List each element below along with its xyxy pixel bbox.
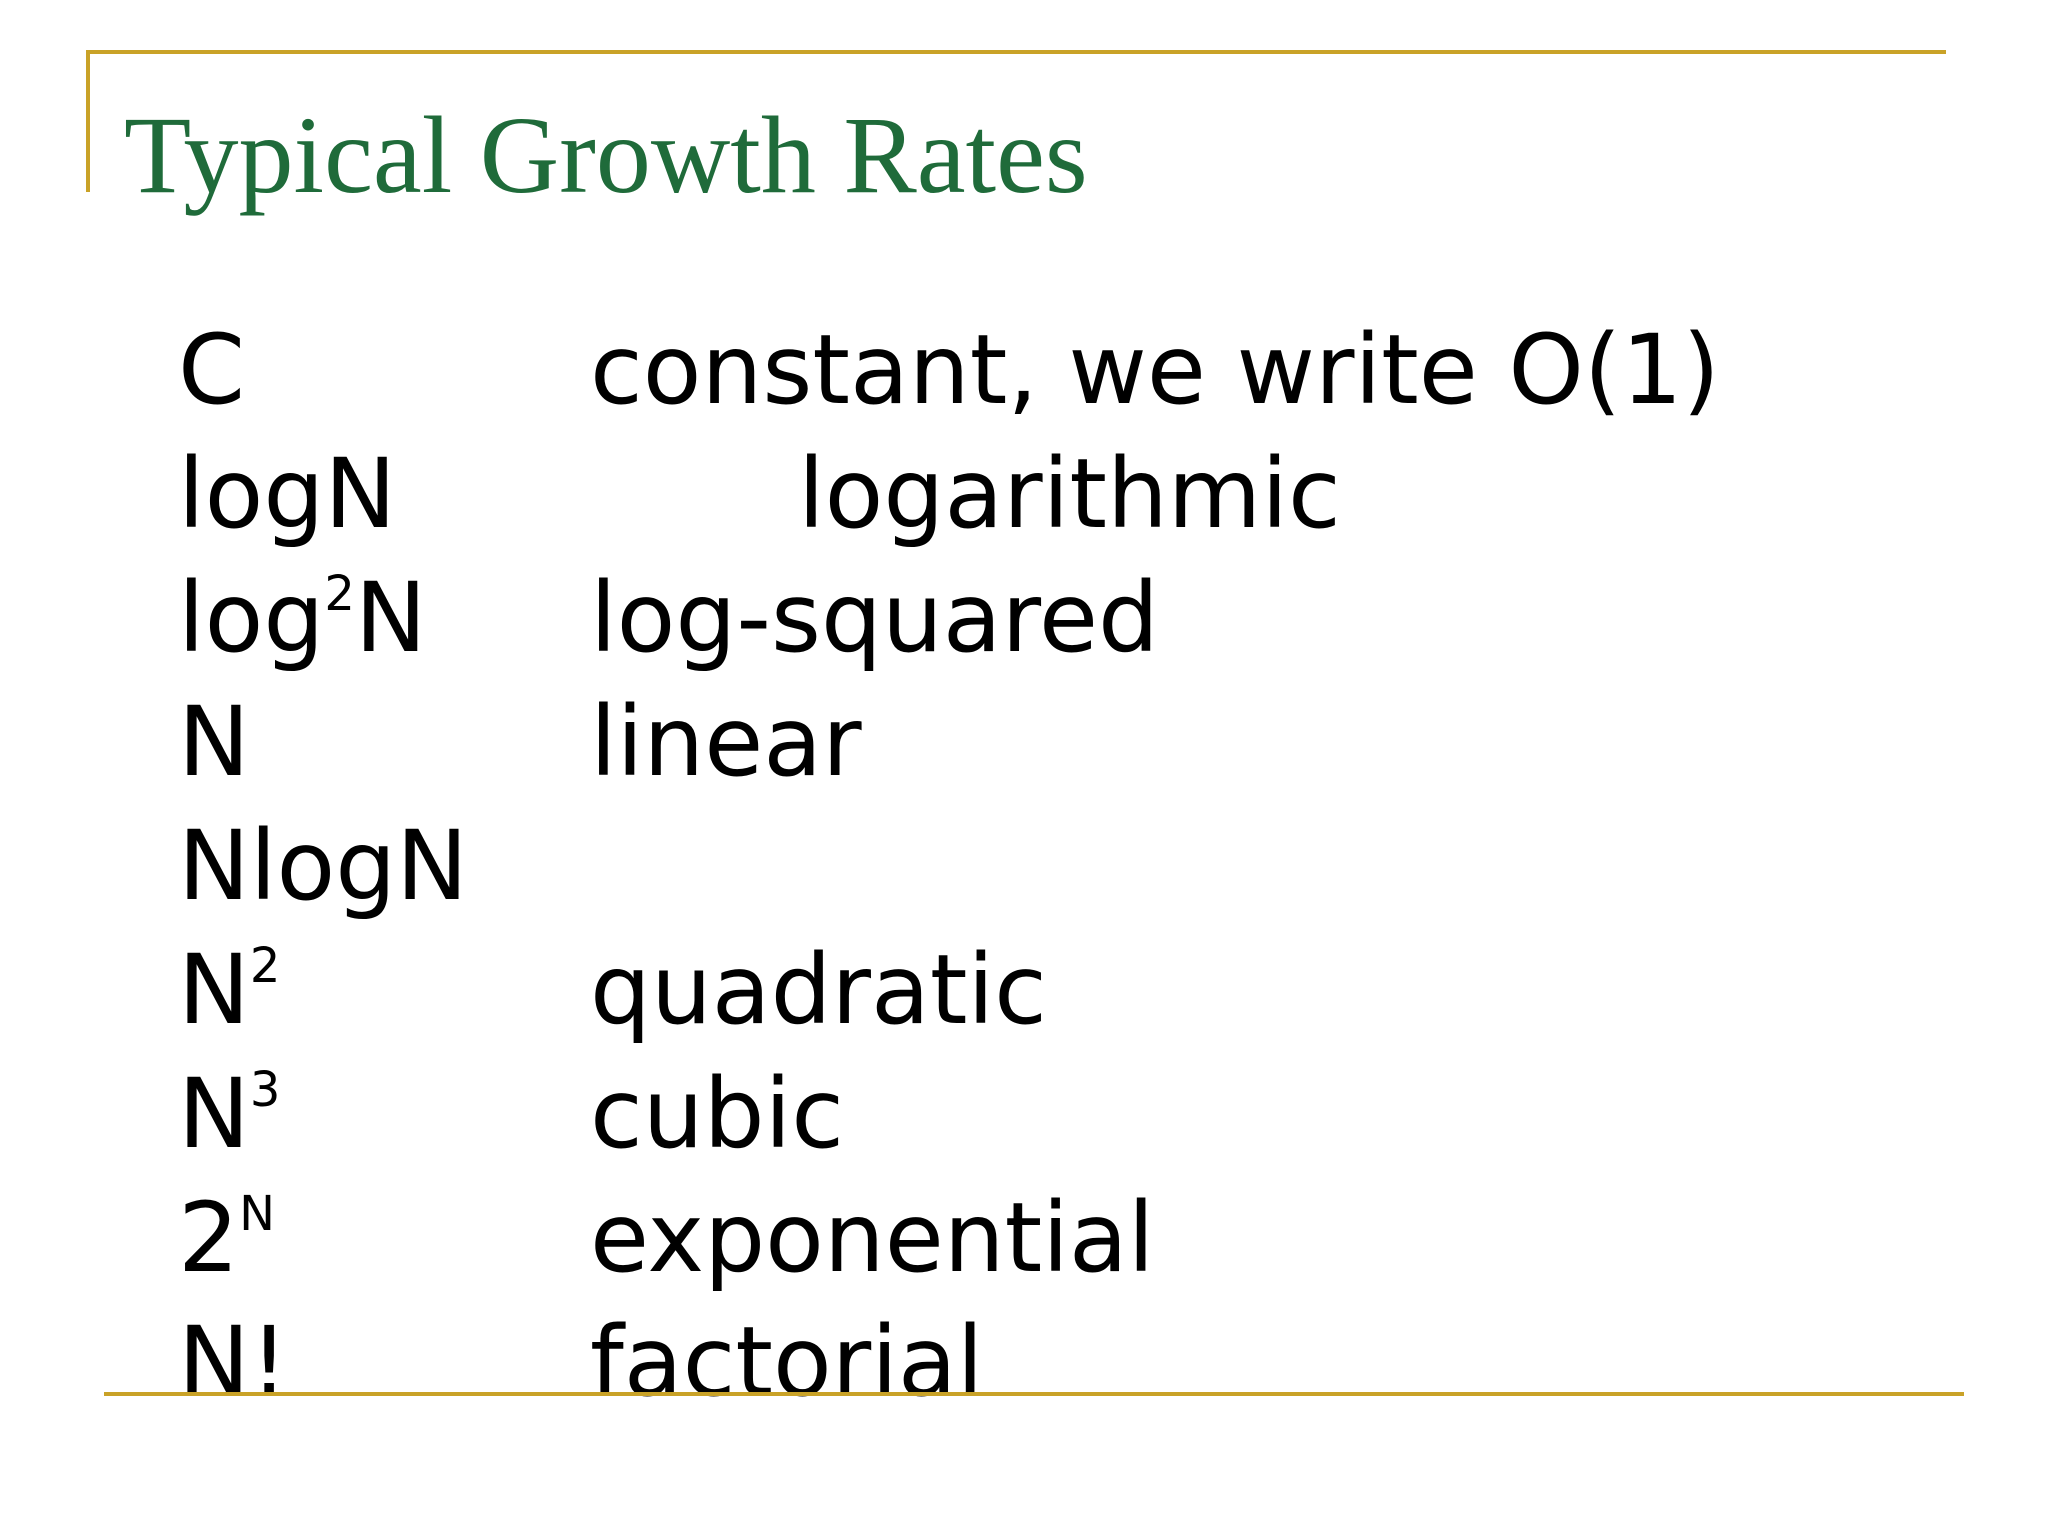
rate-term-base: 2 <box>178 1182 240 1294</box>
rate-term-exponent: 2 <box>324 566 355 623</box>
rate-term-base: log <box>178 562 325 674</box>
rate-term: C <box>178 314 246 426</box>
rate-term: N <box>178 686 250 798</box>
rate-term-tail: N <box>354 562 427 674</box>
bottom-rule <box>104 1392 1964 1396</box>
rate-term: 2N <box>178 1190 275 1286</box>
rate-description: quadratic <box>590 934 1047 1046</box>
rate-term: log2N <box>178 570 427 666</box>
rate-term-base: N <box>178 1058 250 1170</box>
rate-term: NlogN <box>178 810 468 922</box>
rate-description: exponential <box>590 1182 1155 1294</box>
rate-description: cubic <box>590 1058 845 1170</box>
left-rule <box>86 50 90 192</box>
rate-description: logarithmic <box>798 438 1341 550</box>
rate-description: linear <box>590 686 862 798</box>
rate-term-exponent: 3 <box>249 1062 281 1119</box>
rate-term-base: N <box>178 934 250 1046</box>
slide-title: Typical Growth Rates <box>124 94 1088 216</box>
rate-description: log-squared <box>590 562 1159 674</box>
rate-term: N2 <box>178 942 280 1038</box>
rate-description: constant, we write O(1) <box>590 314 1720 426</box>
rate-term: logN <box>178 438 397 550</box>
rate-term-exponent: N <box>239 1186 275 1243</box>
top-rule <box>86 50 1946 54</box>
rate-term-exponent: 2 <box>249 938 281 995</box>
rate-term: N3 <box>178 1066 280 1162</box>
